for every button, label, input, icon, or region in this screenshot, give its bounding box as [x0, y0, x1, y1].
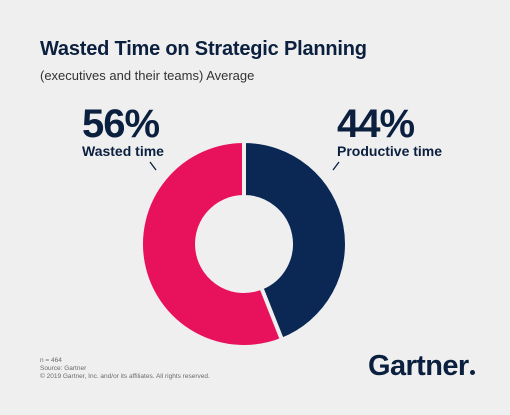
- productive-label: Productive time: [337, 143, 443, 159]
- chart-subtitle: (executives and their teams) Average: [40, 68, 255, 83]
- gartner-logo: Gartner: [368, 350, 475, 383]
- sample-size-note: n = 464: [40, 357, 62, 364]
- chart-title: Wasted Time on Strategic Planning: [40, 38, 367, 60]
- wasted-label: Wasted time: [82, 143, 164, 159]
- productive-time-slice: [242, 138, 349, 343]
- copyright-note: © 2019 Gartner, Inc. and/or its affiliat…: [40, 373, 210, 380]
- source-note: Source: Gartner: [40, 365, 87, 372]
- wasted-percentage: 56%: [82, 102, 160, 146]
- wasted-time-slice: [139, 138, 285, 349]
- donut-slices: [139, 138, 349, 349]
- productive-leader-line: [332, 161, 340, 171]
- brand-name: Gartner: [368, 350, 469, 382]
- logo-dot: [469, 370, 475, 375]
- productive-percentage: 44%: [337, 102, 415, 146]
- wasted-leader-line: [149, 161, 157, 171]
